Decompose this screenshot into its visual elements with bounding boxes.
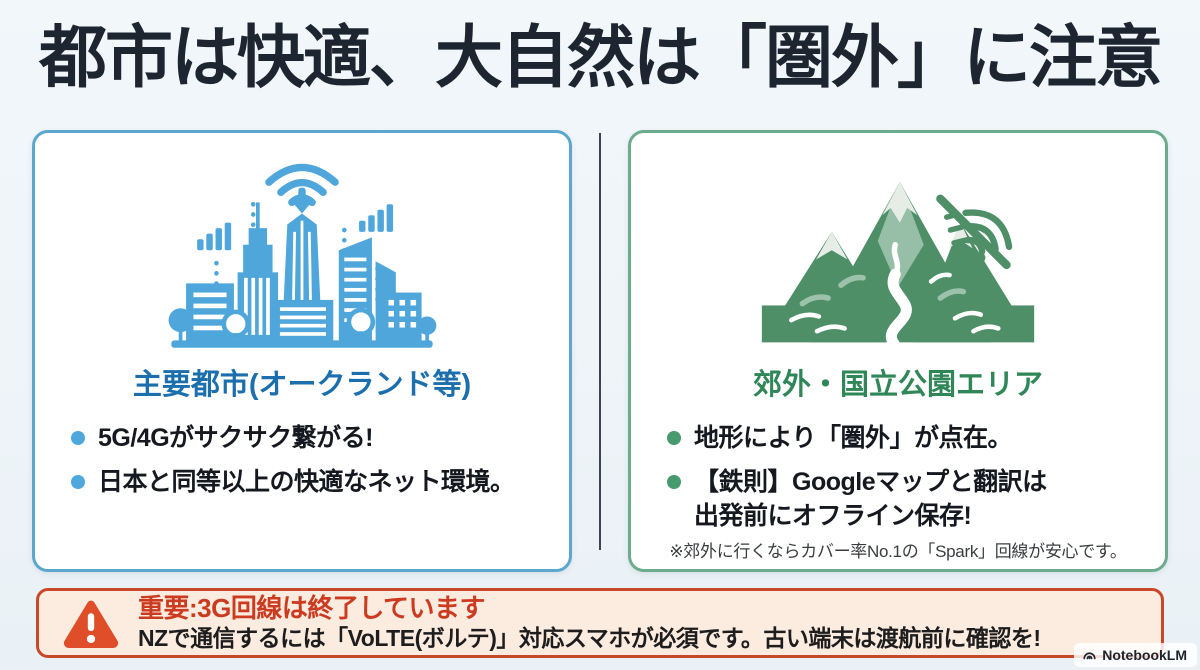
nature-card-heading: 郊外・国立公園エリア bbox=[752, 369, 1043, 401]
bullet-dot bbox=[71, 475, 85, 490]
spark-note: ※郊外に行くならカバー率No.1の「Spark」回線が安心です。 bbox=[669, 542, 1127, 561]
warning-text: 重要:3G回線は終了しています NZで通信するには「VoLTE(ボルテ)」対応ス… bbox=[138, 594, 1041, 651]
vertical-divider bbox=[599, 133, 601, 550]
bullet-text: 5G/4Gがサクサク繋がる! bbox=[98, 423, 373, 452]
mountains-no-signal-icon bbox=[761, 182, 1035, 350]
city-skyline-wifi-icon bbox=[168, 163, 437, 348]
notebooklm-watermark: NotebookLM bbox=[1074, 643, 1197, 667]
notebooklm-icon bbox=[1083, 652, 1096, 659]
warning-triangle-icon bbox=[63, 600, 119, 648]
watermark-label: NotebookLM bbox=[1102, 647, 1187, 663]
bullet-text: 地形により「圏外」が点在。 bbox=[694, 423, 1013, 452]
bullet-text: 【鉄則】Googleマップと翻訳は 出発前にオフライン保存! bbox=[694, 468, 1047, 531]
warning-banner: 重要:3G回線は終了しています NZで通信するには「VoLTE(ボルテ)」対応ス… bbox=[36, 588, 1164, 658]
warning-title: 重要:3G回線は終了しています bbox=[138, 593, 486, 624]
list-item: 【鉄則】Googleマップと翻訳は 出発前にオフライン保存! bbox=[667, 466, 1129, 534]
bullet-text: 日本と同等以上の快適なネット環境。 bbox=[98, 468, 515, 497]
bullet-dot bbox=[667, 430, 681, 445]
bullet-dot bbox=[667, 475, 681, 490]
nature-card: 郊外・国立公園エリア 地形により「圏外」が点在。 【鉄則】Googleマップと翻… bbox=[628, 130, 1168, 572]
list-item: 日本と同等以上の快適なネット環境。 bbox=[71, 466, 533, 500]
city-bullet-list: 5G/4Gがサクサク繋がる! 日本と同等以上の快適なネット環境。 bbox=[71, 422, 533, 501]
city-card: 主要都市(オークランド等) 5G/4Gがサクサク繋がる! 日本と同等以上の快適な… bbox=[32, 130, 572, 572]
page-title: 都市は快適、大自然は「圏外」に注意 bbox=[38, 20, 1163, 96]
city-card-heading: 主要都市(オークランド等) bbox=[132, 369, 472, 401]
nature-bullet-list: 地形により「圏外」が点在。 【鉄則】Googleマップと翻訳は 出発前にオフライ… bbox=[667, 422, 1129, 534]
bullet-dot bbox=[71, 430, 85, 445]
warning-body: NZで通信するには「VoLTE(ボルテ)」対応スマホが必須です。古い端末は渡航前… bbox=[138, 624, 1041, 651]
list-item: 地形により「圏外」が点在。 bbox=[667, 422, 1129, 456]
list-item: 5G/4Gがサクサク繋がる! bbox=[71, 422, 533, 456]
